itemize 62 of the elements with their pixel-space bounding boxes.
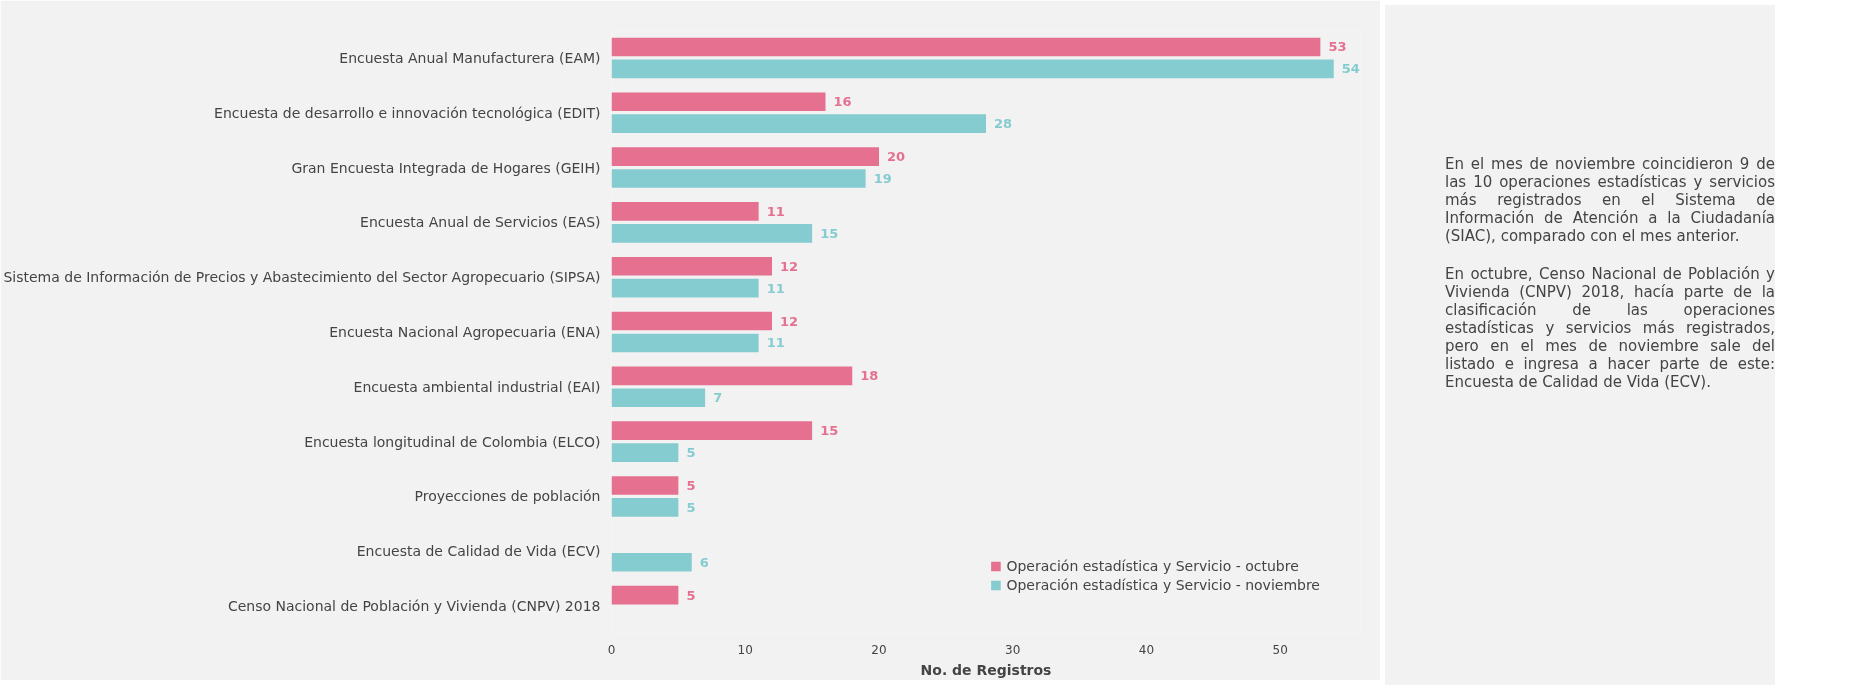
- x-tick-label: 50: [1272, 642, 1288, 657]
- data-label: 15: [820, 225, 839, 241]
- data-label: 6: [699, 554, 709, 570]
- x-tick-label: 40: [1138, 642, 1155, 657]
- y-tick-label: Encuesta de desarrollo e innovación tecnológica (EDIT): [214, 104, 601, 121]
- y-tick-label: Censo Nacional de Población y Vivienda (CNPV) 2018: [227, 598, 601, 615]
- data-label: 15: [820, 423, 839, 439]
- data-label: 11: [766, 335, 785, 351]
- bar: [611, 92, 826, 112]
- data-label: 53: [1328, 39, 1347, 55]
- bar: [611, 388, 706, 408]
- bar: [611, 224, 813, 243]
- data-label: 5: [686, 445, 696, 461]
- bar: [611, 585, 679, 605]
- y-tick-label: Gran Encuesta Integrada de Hogares (GEIH): [291, 159, 601, 176]
- y-tick-label: Proyecciones de población: [414, 488, 601, 505]
- bar: [611, 37, 1321, 57]
- data-label: 18: [860, 368, 879, 384]
- x-axis-title: No. de Registros: [920, 661, 1052, 678]
- data-label: 16: [833, 94, 852, 110]
- data-label: 28: [994, 116, 1013, 132]
- y-tick-label: Encuesta ambiental industrial (EAI): [353, 378, 601, 395]
- data-label: 12: [780, 313, 799, 329]
- data-label: 11: [766, 280, 785, 296]
- bar: [611, 256, 772, 276]
- bar: [611, 169, 866, 188]
- bar: [611, 278, 759, 298]
- y-tick-label: Encuesta Anual Manufacturera (EAM): [339, 49, 601, 66]
- data-label: 54: [1341, 61, 1360, 77]
- data-label: 7: [713, 390, 723, 406]
- y-tick-label: Encuesta longitudinal de Colombia (ELCO): [304, 433, 601, 450]
- bar: [611, 147, 879, 166]
- data-label: 11: [766, 203, 785, 219]
- x-tick-label: 0: [607, 642, 616, 657]
- data-label: 12: [780, 258, 799, 274]
- bar: [611, 311, 772, 331]
- bar: [611, 552, 692, 572]
- x-tick-label: 20: [871, 642, 887, 657]
- data-label: 5: [686, 587, 696, 603]
- text: En el mes de noviembre coincidieron 9 de las 10 operaciones estadísticas y servicios más registrados en el Sistema de Información de Atención a la Ciudadanía (SIAC), comparado con el mes anterior.: [1445, 155, 1775, 245]
- y-tick-label: Encuesta de Calidad de Vida (ECV): [356, 543, 601, 560]
- bar: [611, 476, 679, 495]
- bar: [611, 59, 1334, 79]
- bar: [611, 421, 813, 440]
- bar: [611, 443, 679, 462]
- y-tick-label: Encuesta Anual de Servicios (EAS): [360, 214, 601, 231]
- data-label: 5: [686, 499, 696, 515]
- text: En octubre, Censo Nacional de Población y Vivienda (CNPV) 2018, hacía parte de la clasificación de las operaciones estadísticas y servicios más registrados, pero en el mes de noviembre sale del listado e ingresa a hacer parte de este: Encuesta de Calidad de Vida (ECV).: [1445, 265, 1775, 391]
- bar: [611, 366, 853, 386]
- data-label: 20: [887, 149, 906, 165]
- y-tick-label: Encuesta Nacional Agropecuaria (ENA): [329, 324, 601, 340]
- data-label: 19: [873, 171, 892, 187]
- bar: [611, 114, 986, 134]
- bar: [611, 498, 679, 517]
- bar: [611, 333, 759, 353]
- legend-label: Operación estadística y Servicio - noviembre: [1006, 577, 1320, 593]
- legend-label: Operación estadística y Servicio - octubre: [1006, 558, 1299, 574]
- y-tick-label: Sistema de Información de Precios y Abastecimiento del Sector Agropecuario (SIPSA): [3, 269, 601, 286]
- bar: [611, 202, 759, 221]
- x-tick-label: 10: [737, 642, 753, 657]
- x-tick-label: 30: [1005, 642, 1021, 657]
- data-label: 5: [686, 477, 696, 493]
